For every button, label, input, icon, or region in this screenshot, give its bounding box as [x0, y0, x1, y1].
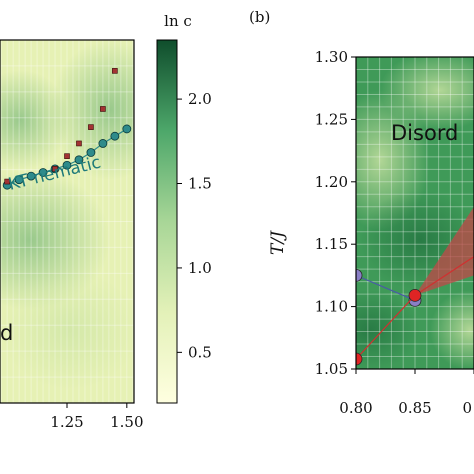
x-tick-label: 0.85 [398, 399, 431, 417]
region-label-disord: Disord [391, 121, 458, 145]
panel-a-heatmap [0, 40, 134, 403]
series-line [356, 274, 416, 301]
data-point-circle [408, 288, 422, 302]
colorbar-tick-label: 0.5 [188, 343, 212, 361]
data-point-circle [26, 171, 36, 181]
y-tick-label: 1.20 [315, 173, 348, 191]
panel-b-series [356, 256, 474, 366]
x-tick-label: 1.50 [110, 413, 143, 431]
data-point-square [52, 166, 58, 172]
panel-a-ticks: 1.25 1.50 [50, 403, 144, 431]
data-point-circle [356, 269, 363, 282]
x-tick-label: 0.80 [339, 399, 372, 417]
data-point-square [88, 124, 94, 130]
data-point-square [112, 68, 118, 74]
y-tick-label: 1.30 [315, 48, 348, 66]
y-tick-label: 1.25 [315, 110, 348, 128]
y-tick-label: 1.15 [315, 235, 348, 253]
panel-b-ticks: 1.05 1.10 1.15 1.20 1.25 1.30 0.80 0.85 0 [315, 48, 474, 417]
colorbar-gradient [156, 39, 178, 404]
data-point-circle [110, 131, 120, 141]
data-point-circle [122, 124, 132, 134]
panel-b-shaded-region [415, 206, 474, 296]
colorbar-tick-label: 1.0 [188, 259, 212, 277]
colorbar-ticks: 0.5 1.0 1.5 2.0 [177, 90, 212, 361]
panel-a: 1.25 1.50 KT nematic d [0, 39, 144, 431]
panel-b-heatmap [356, 57, 474, 369]
data-point-circle [356, 352, 363, 366]
data-point-square [64, 153, 70, 159]
colorbar-tick-label: 1.5 [188, 175, 212, 193]
panel-a-grid [0, 40, 134, 403]
panel-b-label: (b) [249, 8, 270, 26]
data-point-square [4, 178, 10, 185]
panel-b-ylabel: T/J [268, 230, 288, 255]
data-point-circle [86, 148, 96, 157]
x-tick-label: 0 [462, 399, 472, 417]
data-point-circle [62, 160, 72, 170]
panel-a-series [2, 68, 132, 190]
colorbar-tick-label: 2.0 [188, 90, 212, 108]
region-label-d: d [0, 321, 13, 345]
data-point-square [76, 140, 82, 147]
data-point-circle [98, 139, 108, 148]
panel-b-grid [356, 57, 474, 369]
data-point-circle [14, 175, 24, 185]
panel-b: (b) 1.05 1.10 1.15 1.20 1.25 1.30 0.80 0.85 0 Di… [249, 8, 474, 417]
data-point-circle [38, 168, 48, 177]
colorbar-label: ln c [164, 12, 192, 30]
colorbar: 0.5 1.0 1.5 2.0 ln c [156, 12, 212, 404]
y-tick-label: 1.05 [315, 360, 348, 378]
y-tick-label: 1.10 [315, 298, 348, 316]
x-tick-label: 1.25 [50, 413, 83, 431]
data-point-circle [74, 155, 84, 165]
data-point-square [100, 106, 106, 112]
